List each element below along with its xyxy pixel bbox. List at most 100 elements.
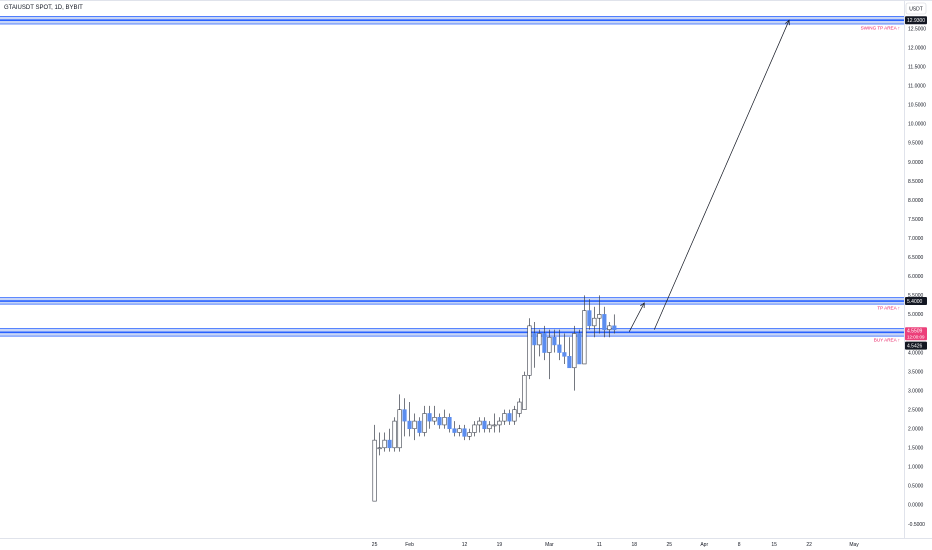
candle-body: [422, 413, 427, 433]
candle: [372, 424, 377, 502]
candle-body: [567, 356, 572, 369]
candle: [547, 329, 552, 380]
candle-body: [537, 333, 542, 346]
candle: [492, 413, 497, 433]
candle: [557, 329, 562, 361]
currency-label: USDT: [909, 7, 923, 13]
candle-body: [437, 416, 442, 426]
price-tick-label: 11.0000: [908, 84, 926, 90]
arrow-head: [785, 19, 790, 26]
candle: [582, 295, 587, 365]
projection-arrow[interactable]: [653, 19, 790, 330]
candle: [412, 413, 417, 441]
candle: [602, 306, 607, 338]
candle: [382, 432, 387, 452]
tp-price-badge-text: 5.4000: [907, 299, 923, 305]
time-axis[interactable]: 25 Feb 12 19 Mar 11 18 25 Apr 8 15 22 May: [372, 542, 859, 548]
price-tick-label: 1.5000: [908, 446, 924, 452]
price-tick-label: 5.5000: [908, 293, 924, 299]
candle: [597, 295, 602, 334]
candle-body: [407, 420, 412, 430]
price-tick-label: 8.5000: [908, 179, 924, 185]
price-tick-label: 3.0000: [908, 388, 924, 394]
candle-body: [377, 447, 382, 450]
candle-body: [477, 420, 482, 426]
candle: [527, 318, 532, 380]
price-tick-label: 0.0000: [908, 503, 924, 509]
candle-body: [472, 424, 477, 433]
candle-body: [392, 420, 397, 449]
candle: [572, 325, 577, 391]
candle: [512, 405, 517, 425]
candle-body: [442, 416, 447, 426]
zone-label: SWING TP AREA ↑: [861, 26, 900, 31]
projection-arrow[interactable]: [628, 302, 645, 332]
candle-body: [512, 409, 517, 422]
candle: [562, 333, 567, 364]
swing-tp-price-badge: 12.9300: [905, 16, 927, 25]
candle-body: [467, 432, 472, 437]
candle: [497, 417, 502, 433]
candle: [517, 398, 522, 418]
candle: [542, 325, 547, 361]
price-tick-label: 12.0000: [908, 45, 926, 51]
time-tick-label: 22: [806, 542, 812, 548]
candle-body: [542, 333, 547, 353]
time-tick-label: 12: [462, 542, 468, 548]
candle-body: [517, 401, 522, 414]
candle: [392, 417, 397, 452]
extra-price-badge-text: 4.5426: [907, 343, 923, 349]
candle-body: [557, 344, 562, 353]
candle-body: [577, 333, 582, 365]
price-tick-label: 0.5000: [908, 484, 924, 490]
price-tick-label: 9.5000: [908, 141, 924, 147]
candle: [587, 299, 592, 330]
countdown-text: 12:00:09: [907, 334, 925, 339]
candle-body: [502, 413, 507, 422]
time-tick-label: 8: [738, 542, 741, 548]
candle-body: [452, 428, 457, 433]
candle: [532, 322, 537, 368]
candle-body: [462, 428, 467, 437]
price-tick-label: -0.5000: [908, 522, 925, 528]
candle: [507, 409, 512, 425]
candle: [432, 405, 437, 425]
candle-body: [457, 428, 462, 433]
price-axis[interactable]: -0.5000 0.0000 0.5000 1.0000 1.5000 2.0000 2.5…: [908, 26, 926, 527]
candle-body: [522, 375, 527, 410]
price-tick-label: 8.0000: [908, 198, 924, 204]
candle: [402, 398, 407, 437]
candle: [452, 421, 457, 437]
candle-body: [447, 416, 452, 430]
price-tick-label: 7.5000: [908, 217, 924, 223]
time-tick-label: Mar: [545, 542, 554, 548]
candle: [387, 428, 392, 452]
candle-body: [487, 424, 492, 430]
price-tick-label: 1.0000: [908, 465, 924, 471]
candle-body: [432, 416, 437, 422]
candle: [482, 417, 487, 433]
extra-price-badge: 4.5426: [905, 341, 927, 350]
candle: [537, 329, 542, 357]
candle: [612, 314, 617, 334]
zones-layer: SWING TP AREA ↑ TP AREA ↑ BUY AREA ↑: [0, 15, 904, 343]
candle: [437, 413, 442, 429]
candle-body: [397, 409, 402, 449]
candle: [472, 421, 477, 437]
swing-tp-price-badge-text: 12.9300: [907, 18, 925, 24]
arrow-shaft: [628, 302, 645, 332]
candle-body: [597, 314, 602, 319]
candle-body: [527, 325, 532, 376]
time-tick-label: 18: [632, 542, 638, 548]
arrows-layer: [628, 19, 790, 332]
currency-button[interactable]: USDT: [905, 2, 927, 15]
candle-body: [412, 420, 417, 430]
candle: [442, 409, 447, 429]
price-tick-label: 10.5000: [908, 103, 926, 109]
candle-body: [607, 325, 612, 330]
arrow-head: [640, 302, 645, 308]
time-tick-label: May: [849, 542, 859, 548]
